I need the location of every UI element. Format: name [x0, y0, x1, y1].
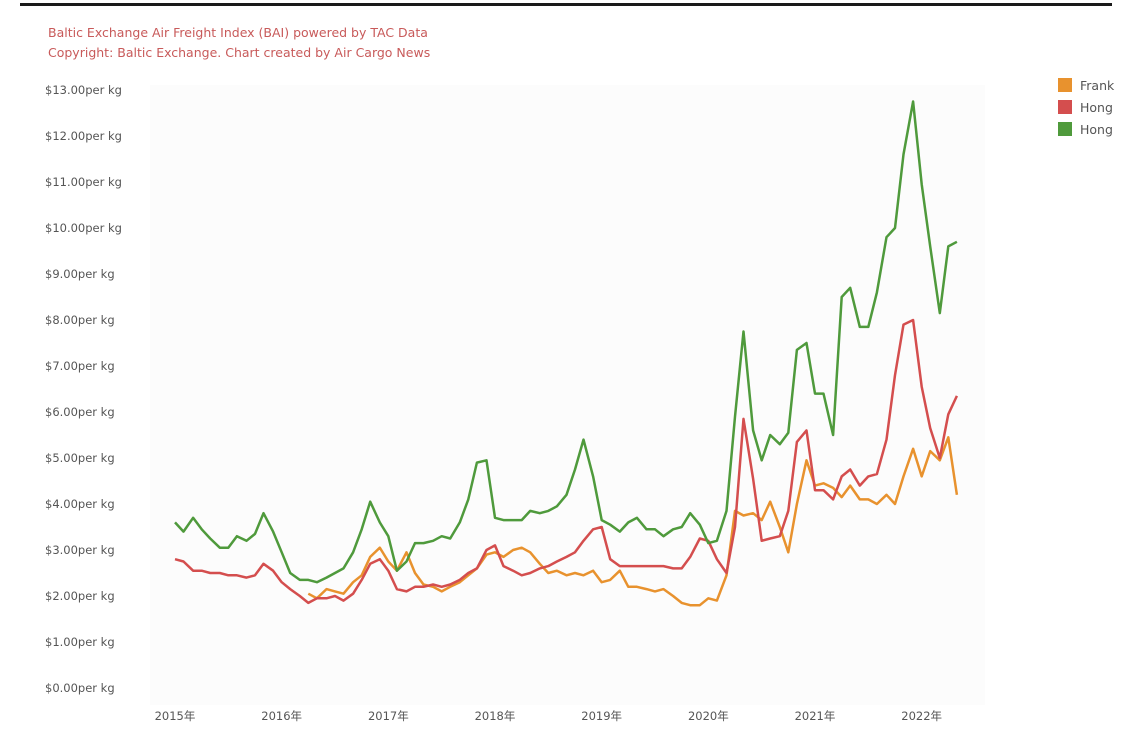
chart-caption-line2: Copyright: Baltic Exchange. Chart create…	[48, 45, 431, 60]
x-tick-label: 2019年	[581, 709, 622, 723]
y-tick-label: $10.00per kg	[45, 221, 122, 235]
x-axis-ticks: 2015年 2016年 2017年 2018年 2019年 2020年 2021年 2022年	[155, 709, 942, 723]
x-tick-label: 2018年	[475, 709, 516, 723]
legend-swatch-hong-kong-red	[1058, 100, 1072, 114]
y-axis-ticks: $0.00per kg $1.00per kg $2.00per kg $3.00pe…	[45, 83, 122, 695]
legend-swatch-frankfurt	[1058, 78, 1072, 92]
y-tick-label: $5.00per kg	[45, 451, 115, 465]
y-tick-label: $8.00per kg	[45, 313, 115, 327]
series-lines	[174, 100, 959, 607]
legend-label-hong-kong-red: Hong	[1080, 99, 1113, 115]
plot-area-background	[150, 85, 985, 705]
top-rule	[20, 3, 1112, 6]
x-tick-label: 2020年	[688, 709, 729, 723]
y-tick-label: $13.00per kg	[45, 83, 122, 97]
y-tick-label: $2.00per kg	[45, 589, 115, 603]
legend-item-hong-kong-green[interactable]: Hong	[1058, 118, 1114, 140]
legend-label-hong-kong-green: Hong	[1080, 121, 1113, 137]
series-line-hong-kong-green[interactable]	[174, 100, 958, 584]
x-tick-label: 2021年	[795, 709, 836, 723]
y-tick-label: $3.00per kg	[45, 543, 115, 557]
y-tick-label: $7.00per kg	[45, 359, 115, 373]
legend-item-hong-kong-red[interactable]: Hong	[1058, 96, 1114, 118]
y-tick-label: $1.00per kg	[45, 635, 115, 649]
x-tick-label: 2016年	[261, 709, 302, 723]
series-line-hong-kong-red[interactable]	[174, 318, 959, 605]
x-tick-label: 2017年	[368, 709, 409, 723]
y-tick-label: $0.00per kg	[45, 681, 115, 695]
x-tick-label: 2022年	[901, 709, 942, 723]
y-tick-label: $6.00per kg	[45, 405, 115, 419]
y-tick-label: $11.00per kg	[45, 175, 122, 189]
chart-caption-line1: Baltic Exchange Air Freight Index (BAI) …	[48, 25, 428, 40]
legend-item-frankfurt[interactable]: Frank	[1058, 74, 1114, 96]
y-tick-label: $9.00per kg	[45, 267, 115, 281]
y-tick-label: $4.00per kg	[45, 497, 115, 511]
x-tick-label: 2015年	[155, 709, 196, 723]
legend: Frank Hong Hong	[1058, 74, 1114, 140]
legend-label-frankfurt: Frank	[1080, 77, 1115, 93]
legend-swatch-hong-kong-green	[1058, 122, 1072, 136]
series-line-frankfurt[interactable]	[307, 436, 959, 607]
y-tick-label: $12.00per kg	[45, 129, 122, 143]
